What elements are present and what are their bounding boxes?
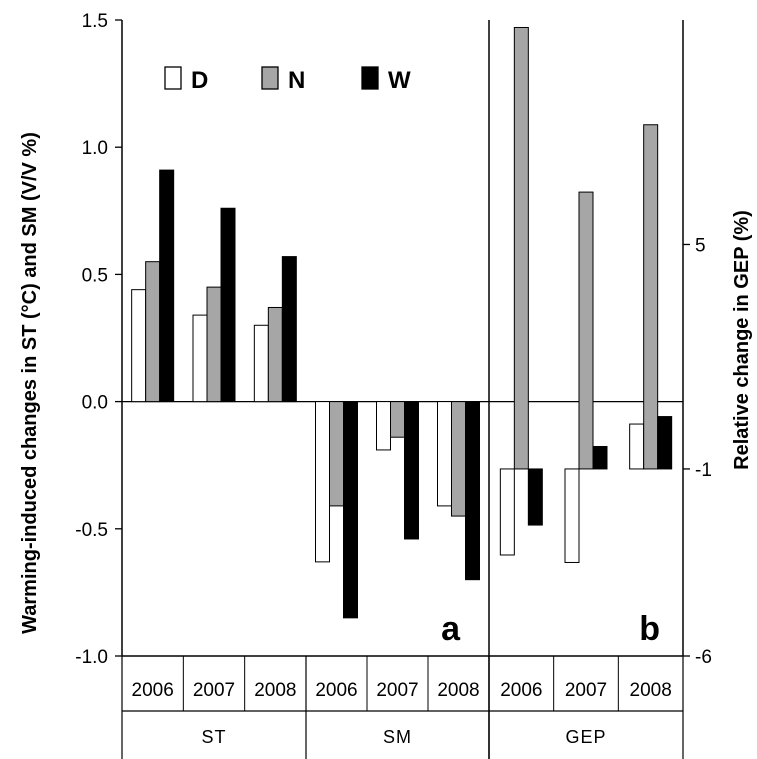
bar-sm-2006-w [343, 401, 358, 619]
group-label-st: ST [201, 727, 226, 747]
bar-sm-2006-n [329, 401, 344, 507]
bar-gep-2006-d [499, 468, 515, 556]
bar-sm-2008-w [465, 401, 480, 581]
bar-sm-2007-w [404, 401, 419, 540]
bar-st-2007-w [220, 207, 236, 403]
bar-st-2006-d [131, 289, 147, 403]
left-tick-label: 0.0 [82, 393, 108, 414]
legend-swatch-n [261, 66, 279, 90]
year-label: 2008 [437, 680, 479, 701]
bar-sm-2007-n [390, 401, 405, 438]
right-tick-label: -1 [695, 460, 712, 481]
left-tick-label: -0.5 [75, 520, 108, 541]
legend-swatch-w [361, 66, 379, 90]
bar-gep-2007-n [578, 191, 594, 470]
legend-label-n: N [288, 67, 305, 94]
labels-layer: -1.0 -0.5 0.0 0.5 1.0 1.5 -6 -1 5 Warming-induced… [19, 11, 753, 747]
group-label-sm: SM [383, 727, 412, 747]
left-tick-label: 0.5 [82, 265, 108, 286]
legend-label-d: D [191, 67, 208, 94]
group-label-gep: GEP [565, 727, 606, 747]
year-label: 2008 [630, 680, 672, 701]
bars-layer [131, 26, 673, 619]
legend-label-w: W [388, 67, 411, 94]
bar-gep-2008-w [657, 416, 673, 470]
panel-letter-a: a [441, 610, 461, 648]
bar-st-2007-d [192, 314, 208, 403]
frame-layer [115, 19, 690, 759]
legend-swatch-d [164, 66, 182, 90]
right-tick-label: 5 [695, 235, 706, 256]
year-label: 2006 [500, 680, 542, 701]
year-label: 2007 [565, 680, 607, 701]
panel-letter-b: b [639, 610, 660, 648]
bar-st-2008-w [281, 256, 297, 403]
year-label: 2006 [132, 680, 174, 701]
bar-sm-2008-d [437, 401, 452, 507]
bar-gep-2007-w [592, 445, 608, 470]
bar-sm-2007-d [376, 401, 391, 451]
bar-st-2006-w [159, 169, 175, 403]
right-tick-label: -6 [695, 647, 712, 668]
left-tick-label: 1.5 [82, 11, 108, 32]
bar-st-2008-n [267, 306, 283, 403]
right-axis-title: Relative change in GEP (%) [731, 210, 753, 470]
bar-gep-2007-d [564, 468, 580, 563]
bar-gep-2006-w [527, 468, 543, 526]
bar-sm-2006-d [315, 401, 330, 563]
year-label: 2007 [193, 680, 235, 701]
bar-gep-2008-n [643, 124, 659, 470]
bar-gep-2008-d [629, 423, 645, 470]
bar-sm-2008-n [451, 401, 466, 517]
bar-gep-2006-n [513, 26, 529, 470]
bar-st-2008-d [253, 324, 269, 403]
bar-st-2006-n [145, 261, 161, 403]
bar-st-2007-n [206, 286, 222, 403]
left-tick-label: 1.0 [82, 138, 108, 159]
year-label: 2007 [376, 680, 418, 701]
left-axis-title: Warming-induced changes in ST (°C) and S… [19, 132, 41, 634]
year-label: 2006 [315, 680, 357, 701]
year-label: 2008 [254, 680, 296, 701]
left-tick-label: -1.0 [75, 647, 108, 668]
